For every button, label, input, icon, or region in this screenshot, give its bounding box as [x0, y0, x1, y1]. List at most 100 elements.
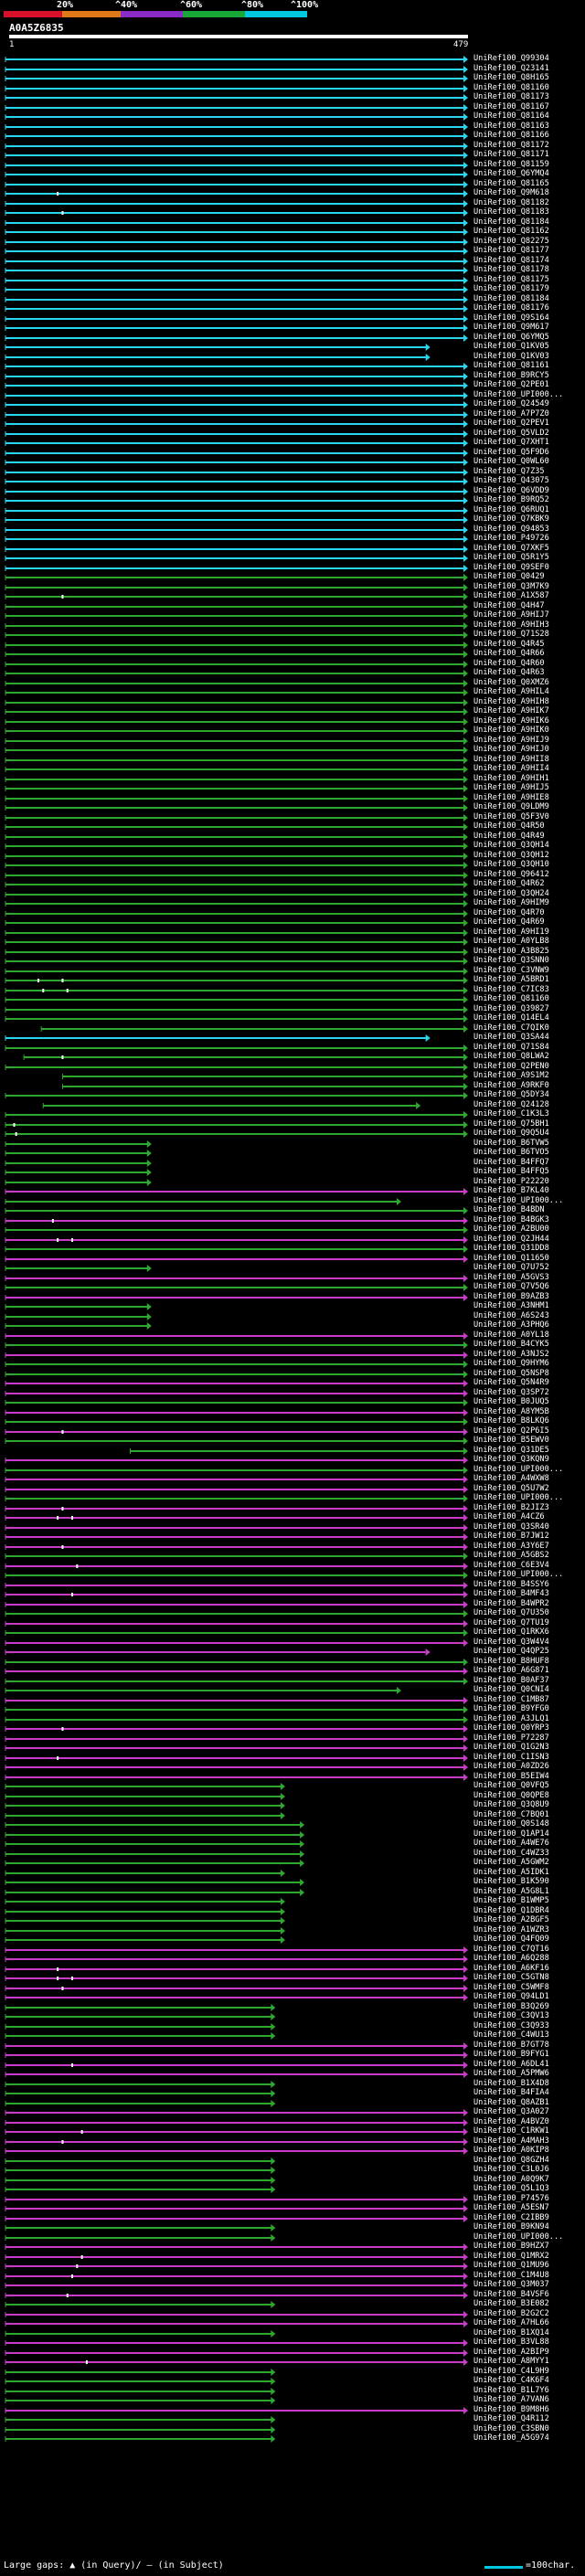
hit-id-link[interactable]: UniRef100_Q8H165: [473, 73, 549, 82]
hit-id-link[interactable]: UniRef100_UPI000...: [473, 1493, 564, 1502]
hit-id-link[interactable]: UniRef100_Q4R70: [473, 907, 545, 917]
hit-bar[interactable]: [0, 1600, 471, 1610]
hit-id-link[interactable]: UniRef100_B1X4D8: [473, 2078, 549, 2088]
hit-bar[interactable]: [0, 1974, 471, 1984]
hit-bar[interactable]: [0, 737, 471, 747]
hit-id-link[interactable]: UniRef100_C3QV13: [473, 2011, 549, 2020]
hit-id-link[interactable]: UniRef100_A5ESN7: [473, 2203, 549, 2212]
hit-bar[interactable]: [0, 1187, 471, 1197]
hit-row[interactable]: UniRef100_Q8AZB1: [0, 2098, 585, 2109]
hit-bar[interactable]: [0, 247, 471, 257]
hit-bar[interactable]: [0, 429, 471, 440]
hit-bar[interactable]: [0, 449, 471, 459]
hit-bar[interactable]: [0, 976, 471, 986]
hit-id-link[interactable]: UniRef100_Q1AP14: [473, 1829, 549, 1839]
hit-bar[interactable]: [0, 2166, 471, 2176]
hit-row[interactable]: UniRef100_Q1MU96: [0, 2261, 585, 2272]
hit-id-link[interactable]: UniRef100_A0YL18: [473, 1330, 549, 1340]
hit-row[interactable]: UniRef100_Q7U350: [0, 1608, 585, 1619]
hit-id-link[interactable]: UniRef100_C3SBN0: [473, 2423, 549, 2433]
hit-row[interactable]: UniRef100_Q81161: [0, 361, 585, 372]
hit-row[interactable]: UniRef100_B4BGK3: [0, 1215, 585, 1226]
hit-id-link[interactable]: UniRef100_A6G871: [473, 1666, 549, 1675]
hit-row[interactable]: UniRef100_Q31DE5: [0, 1446, 585, 1457]
hit-id-link[interactable]: UniRef100_Q9LDM9: [473, 802, 549, 811]
hit-row[interactable]: UniRef100_C7QT16: [0, 1945, 585, 1956]
hit-id-link[interactable]: UniRef100_A7VAN6: [473, 2395, 549, 2404]
hit-id-link[interactable]: UniRef100_Q3W4V4: [473, 1637, 549, 1647]
hit-row[interactable]: UniRef100_Q81177: [0, 246, 585, 257]
hit-id-link[interactable]: UniRef100_Q81163: [473, 121, 549, 131]
hit-bar[interactable]: [0, 1955, 471, 1965]
hit-row[interactable]: UniRef100_A6DL41: [0, 2060, 585, 2071]
hit-bar[interactable]: [0, 2099, 471, 2109]
hit-id-link[interactable]: UniRef100_A5G974: [473, 2433, 549, 2443]
hit-bar[interactable]: [0, 2022, 471, 2032]
hit-row[interactable]: UniRef100_A5G974: [0, 2433, 585, 2444]
hit-id-link[interactable]: UniRef100_Q3M7K9: [473, 581, 549, 591]
hit-row[interactable]: UniRef100_B5EIW4: [0, 1772, 585, 1783]
hit-row[interactable]: UniRef100_Q9LDM9: [0, 802, 585, 813]
hit-row[interactable]: UniRef100_A9HIJ7: [0, 610, 585, 621]
hit-row[interactable]: UniRef100_Q94LD1: [0, 1992, 585, 2003]
hit-bar[interactable]: [0, 295, 471, 305]
hit-row[interactable]: UniRef100_A5BRD1: [0, 975, 585, 986]
hit-row[interactable]: UniRef100_Q14EL4: [0, 1013, 585, 1024]
hit-row[interactable]: UniRef100_Q81159: [0, 159, 585, 171]
hit-id-link[interactable]: UniRef100_B7GT78: [473, 2040, 549, 2050]
hit-id-link[interactable]: UniRef100_Q81167: [473, 101, 549, 111]
hit-bar[interactable]: [0, 257, 471, 267]
hit-row[interactable]: UniRef100_Q0YRP3: [0, 1723, 585, 1734]
hit-bar[interactable]: [0, 477, 471, 487]
hit-row[interactable]: UniRef100_B0AF37: [0, 1676, 585, 1687]
hit-bar[interactable]: [0, 813, 471, 823]
hit-id-link[interactable]: UniRef100_A9HIK7: [473, 706, 549, 716]
hit-bar[interactable]: [0, 2070, 471, 2080]
hit-bar[interactable]: [0, 1216, 471, 1226]
hit-id-link[interactable]: UniRef100_C7QT16: [473, 1944, 549, 1954]
hit-bar[interactable]: [0, 2041, 471, 2051]
hit-id-link[interactable]: UniRef100_Q3SNN0: [473, 956, 549, 965]
hit-row[interactable]: UniRef100_Q6YMQ5: [0, 333, 585, 344]
hit-bar[interactable]: [0, 1044, 471, 1054]
hit-bar[interactable]: [0, 1888, 471, 1898]
hit-bar[interactable]: [0, 698, 471, 708]
hit-bar[interactable]: [0, 1082, 471, 1092]
hit-row[interactable]: UniRef100_B3Q269: [0, 2002, 585, 2013]
hit-bar[interactable]: [0, 180, 471, 190]
hit-row[interactable]: UniRef100_Q2PEV1: [0, 419, 585, 429]
hit-row[interactable]: UniRef100_Q81165: [0, 179, 585, 190]
hit-row[interactable]: UniRef100_Q8GZH4: [0, 2155, 585, 2167]
hit-id-link[interactable]: UniRef100_A5GBS2: [473, 1551, 549, 1560]
hit-id-link[interactable]: UniRef100_A9HIL4: [473, 687, 549, 696]
hit-row[interactable]: UniRef100_Q2JH44: [0, 1235, 585, 1246]
hit-row[interactable]: UniRef100_B9M8H6: [0, 2405, 585, 2416]
hit-id-link[interactable]: UniRef100_A2BU00: [473, 1224, 549, 1234]
hit-bar[interactable]: [0, 1532, 471, 1542]
hit-row[interactable]: UniRef100_Q81163: [0, 122, 585, 133]
hit-id-link[interactable]: UniRef100_C4WZ33: [473, 1848, 549, 1858]
hit-row[interactable]: UniRef100_Q23141: [0, 64, 585, 75]
hit-id-link[interactable]: UniRef100_Q9M617: [473, 323, 549, 332]
hit-row[interactable]: UniRef100_B7GT78: [0, 2041, 585, 2051]
hit-id-link[interactable]: UniRef100_Q7XKF5: [473, 543, 549, 553]
hit-id-link[interactable]: UniRef100_C1ISN3: [473, 1752, 549, 1762]
hit-bar[interactable]: [0, 1370, 471, 1380]
hit-id-link[interactable]: UniRef100_Q81159: [473, 159, 549, 169]
hit-id-link[interactable]: UniRef100_Q0429: [473, 572, 545, 581]
hit-row[interactable]: UniRef100_P22220: [0, 1177, 585, 1188]
hit-row[interactable]: UniRef100_A2BIP9: [0, 2348, 585, 2359]
hit-row[interactable]: UniRef100_Q4H47: [0, 601, 585, 612]
hit-id-link[interactable]: UniRef100_A2BGF5: [473, 1915, 549, 1924]
hit-id-link[interactable]: UniRef100_B1WMP5: [473, 1896, 549, 1905]
hit-id-link[interactable]: UniRef100_B1XQ14: [473, 2327, 549, 2337]
hit-row[interactable]: UniRef100_B4MF43: [0, 1589, 585, 1600]
hit-bar[interactable]: [0, 1878, 471, 1888]
hit-bar[interactable]: [0, 1129, 471, 1140]
hit-bar[interactable]: [0, 1351, 471, 1361]
hit-bar[interactable]: [0, 161, 471, 171]
hit-id-link[interactable]: UniRef100_Q8GZH4: [473, 2155, 549, 2165]
hit-bar[interactable]: [0, 2434, 471, 2444]
hit-id-link[interactable]: UniRef100_Q1MRX2: [473, 2251, 549, 2261]
hit-bar[interactable]: [0, 957, 471, 967]
